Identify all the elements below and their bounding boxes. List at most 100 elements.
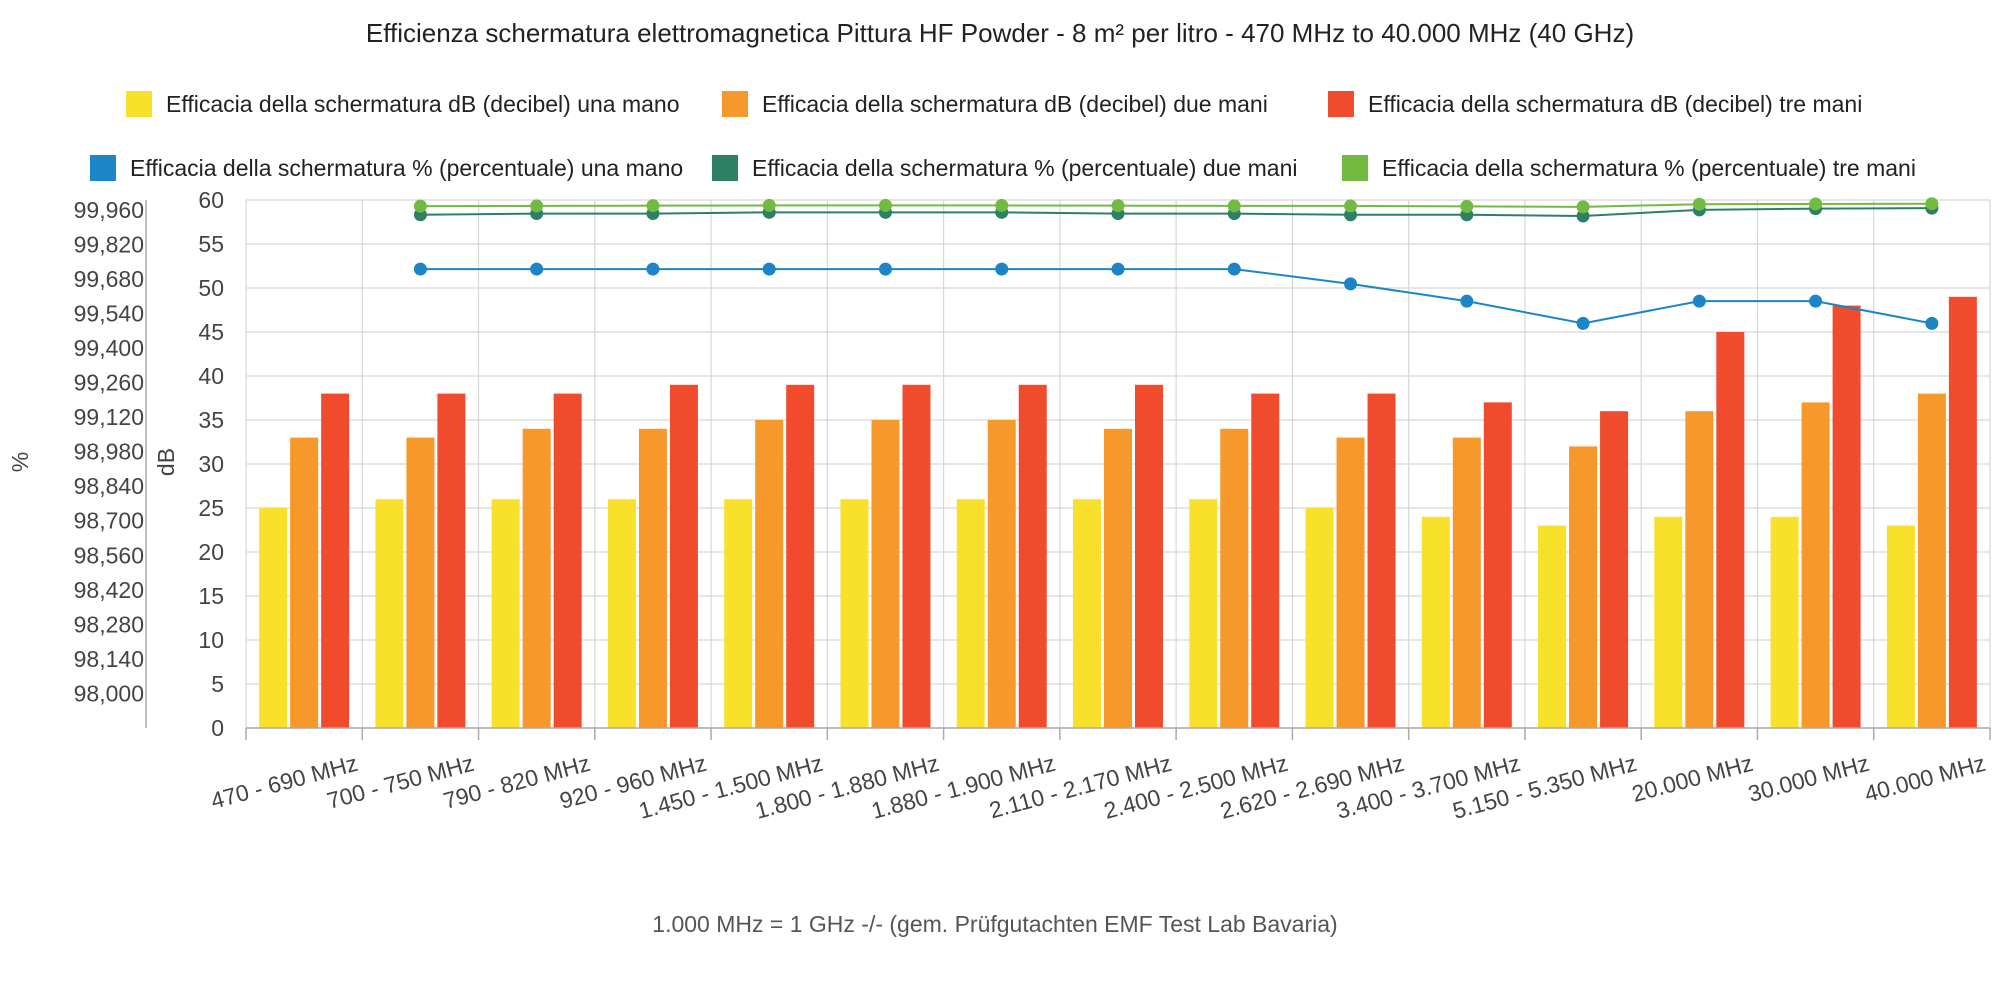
data-point: [1344, 208, 1358, 222]
data-point: [1692, 197, 1706, 211]
legend-label: Efficacia della schermatura dB (decibel)…: [762, 91, 1268, 117]
y-tick-label-pct: 98,980: [74, 439, 144, 465]
bar: [1220, 428, 1249, 728]
data-point: [1227, 262, 1241, 276]
bar: [1716, 332, 1745, 728]
y-tick-label-pct: 99,540: [74, 300, 144, 326]
bar: [755, 420, 784, 728]
data-point: [878, 262, 892, 276]
data-point: [1344, 277, 1358, 291]
bar: [321, 393, 350, 728]
data-point: [878, 198, 892, 212]
y-tick-label-db: 40: [198, 363, 224, 389]
legend-swatch: [722, 91, 748, 117]
y-tick-label-db: 35: [198, 407, 224, 433]
bar: [1189, 499, 1218, 728]
y-tick-label-db: 60: [198, 187, 224, 213]
bar: [1336, 437, 1365, 728]
bar: [840, 499, 869, 728]
y-tick-label-pct: 99,260: [74, 370, 144, 396]
x-tick-label: 30.000 MHz: [1745, 750, 1872, 807]
bar: [669, 384, 698, 728]
bar: [724, 499, 753, 728]
y-tick-label-db: 55: [198, 231, 224, 257]
y-tick-label-pct: 99,120: [74, 404, 144, 430]
x-tick-label: 40.000 MHz: [1862, 750, 1989, 807]
bar: [1135, 384, 1163, 728]
y-tick-label-db: 0: [211, 715, 224, 741]
data-point: [1460, 294, 1474, 308]
legend-label: Efficacia della schermatura % (percentua…: [130, 155, 683, 181]
bar: [1073, 499, 1101, 728]
data-point: [1111, 262, 1125, 276]
data-point: [646, 199, 660, 213]
data-point: [530, 199, 544, 213]
data-point: [1576, 316, 1590, 330]
data-point: [1344, 199, 1358, 213]
y-tick-label-pct: 98,420: [74, 577, 144, 603]
data-point: [995, 262, 1009, 276]
bar: [1832, 305, 1861, 728]
bar: [786, 384, 815, 728]
bar: [1104, 428, 1132, 728]
data-point: [762, 198, 776, 212]
data-point: [1925, 316, 1939, 330]
y-axis-label-pct: %: [7, 452, 33, 472]
data-point: [413, 199, 427, 213]
bar: [638, 428, 667, 728]
y-tick-label-pct: 98,840: [74, 473, 144, 499]
bar: [375, 499, 404, 728]
bar: [1948, 296, 1977, 728]
y-tick-label-db: 5: [211, 671, 224, 697]
legend-swatch: [90, 155, 116, 181]
data-point: [1925, 197, 1939, 211]
legend-label: Efficacia della schermatura % (percentua…: [1382, 155, 1916, 181]
bar: [1367, 393, 1396, 728]
bar: [987, 420, 1016, 728]
legend-swatch: [126, 91, 152, 117]
y-tick-label-pct: 98,700: [74, 508, 144, 534]
data-point: [762, 262, 776, 276]
bar: [956, 499, 985, 728]
x-tick-label: 20.000 MHz: [1629, 750, 1756, 807]
bar: [290, 437, 319, 728]
chart-title: Efficienza schermatura elettromagnetica …: [366, 18, 1634, 48]
data-point: [530, 262, 544, 276]
bars: [259, 296, 1977, 728]
y-tick-label-pct: 98,280: [74, 611, 144, 637]
bar: [1770, 516, 1799, 728]
bar: [1305, 508, 1334, 728]
y-tick-label-pct: 99,400: [74, 335, 144, 361]
bar: [1654, 516, 1683, 728]
bar: [607, 499, 636, 728]
data-point: [1809, 294, 1823, 308]
bar: [1886, 525, 1915, 728]
series-line: [420, 207, 1932, 218]
legend-label: Efficacia della schermatura dB (decibel)…: [1368, 91, 1862, 117]
series-line: [420, 202, 1932, 208]
bar: [1421, 516, 1450, 728]
bar: [553, 393, 582, 728]
bar: [437, 393, 466, 728]
y-tick-label-pct: 99,820: [74, 231, 144, 257]
data-point: [1692, 294, 1706, 308]
bar: [522, 428, 551, 728]
bar: [902, 384, 931, 728]
bar: [871, 420, 900, 728]
y-tick-label-db: 20: [198, 539, 224, 565]
y-tick-label-db: 10: [198, 627, 224, 653]
data-point: [1809, 197, 1823, 211]
bar: [1685, 411, 1714, 728]
y-tick-label-db: 30: [198, 451, 224, 477]
bar: [1452, 437, 1481, 728]
legend-swatch: [1342, 155, 1368, 181]
y-tick-label-pct: 98,560: [74, 542, 144, 568]
data-point: [1576, 200, 1590, 214]
legend: Efficacia della schermatura dB (decibel)…: [90, 91, 1916, 181]
data-point: [646, 262, 660, 276]
y-tick-label-pct: 99,960: [74, 197, 144, 223]
bar: [1483, 402, 1512, 728]
y-axis-label-db: dB: [153, 448, 179, 476]
bar: [1538, 525, 1567, 728]
